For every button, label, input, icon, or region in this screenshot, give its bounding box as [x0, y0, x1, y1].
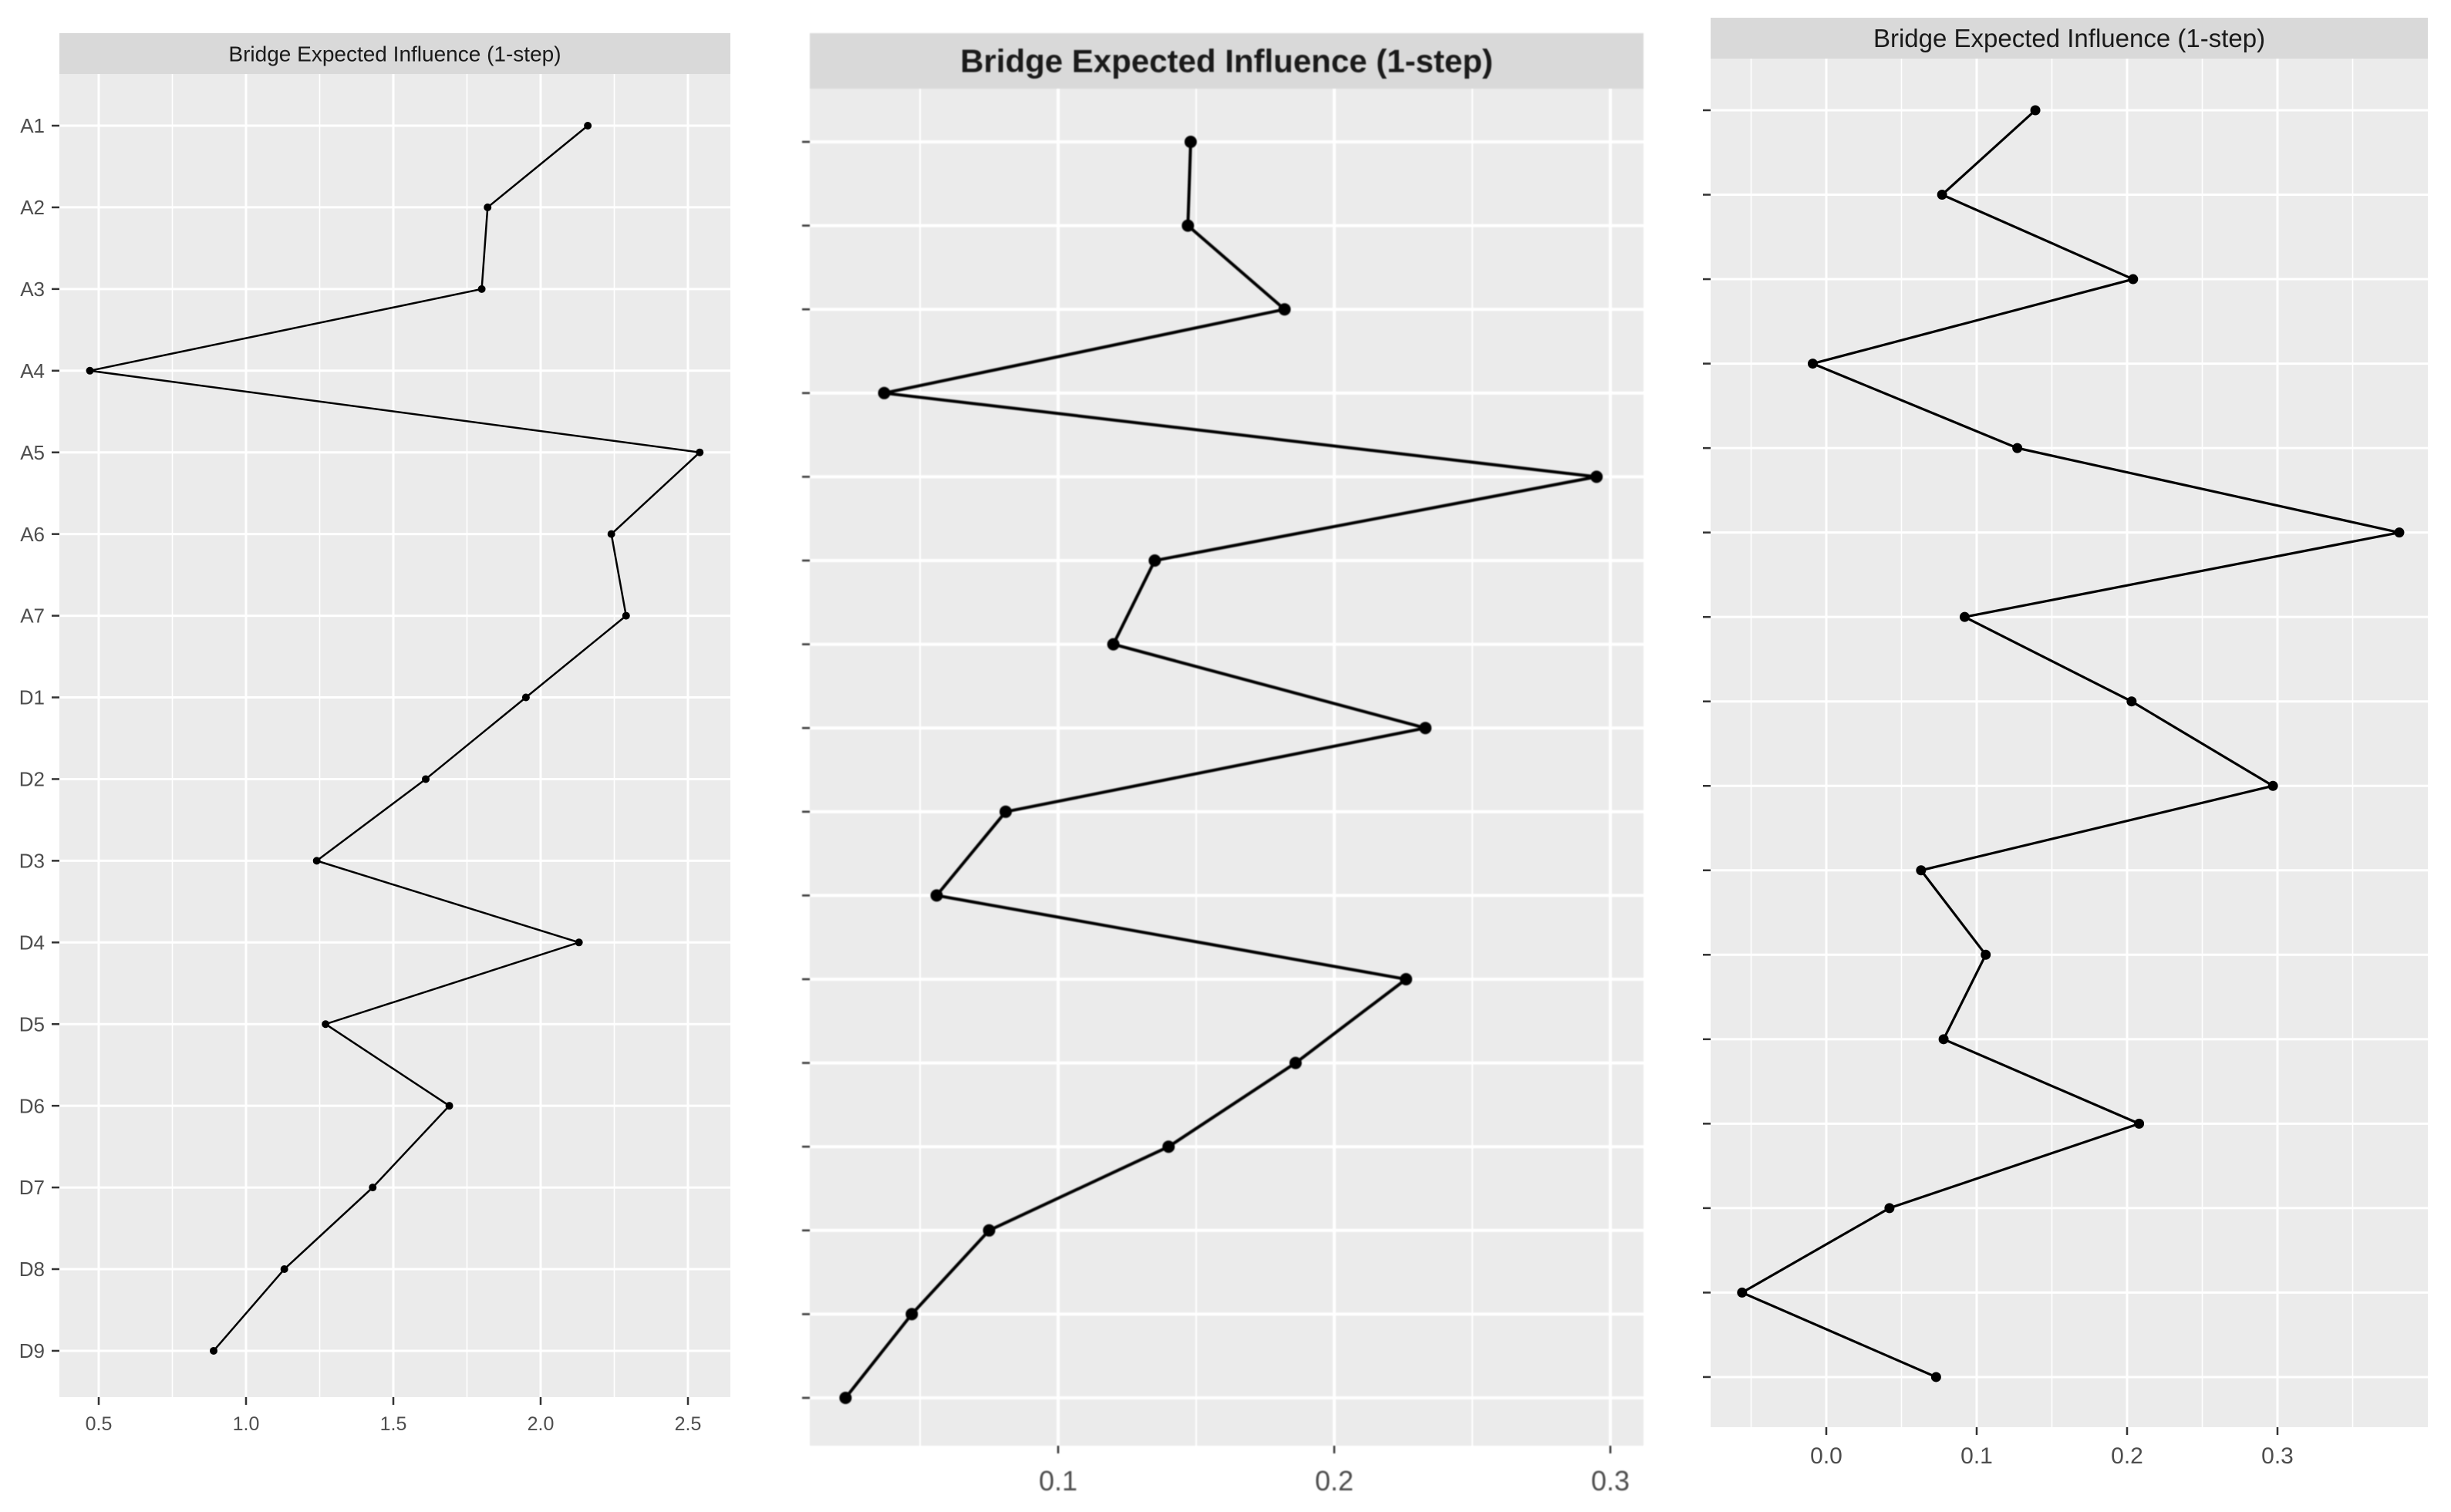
data-point [1981, 949, 1991, 960]
y-axis-label: D4 [19, 931, 45, 954]
plot-area [59, 74, 730, 1397]
data-point [86, 366, 94, 375]
y-axis-label: D7 [19, 1176, 45, 1199]
y-axis-label: A2 [20, 196, 45, 219]
series-line [89, 125, 703, 1352]
data-point [607, 530, 615, 538]
data-point [1107, 638, 1120, 651]
data-point [1162, 1140, 1175, 1153]
data-point [312, 857, 321, 865]
data-point [209, 1346, 217, 1355]
data-point [696, 448, 704, 456]
data-point [584, 122, 592, 130]
data-point [2126, 696, 2137, 707]
data-point [2030, 105, 2041, 116]
panels-root: Bridge Expected Influence (1-step) A1 A2 A3… [19, 18, 2428, 1497]
data-point [575, 938, 583, 947]
y-axis-label: D9 [19, 1339, 45, 1362]
data-point [1182, 219, 1195, 232]
x-axis-label: 0.1 [1039, 1465, 1077, 1497]
y-axis-label: D6 [19, 1094, 45, 1117]
data-point [2128, 274, 2139, 285]
x-axis-label: 1.0 [233, 1413, 260, 1435]
data-point [280, 1265, 288, 1274]
data-point [1400, 973, 1413, 985]
data-point [1148, 554, 1161, 567]
data-point [1289, 1056, 1302, 1069]
data-point [1807, 359, 1818, 369]
panel-right: Bridge Expected Influence (1-step) 0.0 0.1… [1703, 18, 2428, 1469]
series-line [1739, 109, 2400, 1379]
data-point [2267, 780, 2278, 791]
data-point [2394, 527, 2405, 538]
x-axis-label: 2.0 [528, 1413, 555, 1435]
data-point [445, 1102, 453, 1110]
panel-middle: Bridge Expected Influence (1-step) 0.1 0.2… [802, 33, 1644, 1497]
panel-title: Bridge Expected Influence (1-step) [1873, 24, 2265, 52]
data-point [1937, 190, 1947, 200]
data-point [1590, 470, 1603, 483]
data-point [1930, 1372, 1941, 1382]
data-point [369, 1184, 377, 1192]
y-axis-label: A7 [20, 604, 45, 628]
data-point [1884, 1203, 1895, 1214]
x-axis-label: 0.3 [1591, 1465, 1630, 1497]
data-point [1938, 1034, 1949, 1045]
data-point [839, 1392, 852, 1404]
y-axis-label: D1 [19, 686, 45, 709]
data-point [422, 775, 430, 783]
panel-title: Bridge Expected Influence (1-step) [960, 43, 1493, 79]
y-axis-label: A3 [20, 278, 45, 301]
x-axis-label: 0.2 [1315, 1465, 1354, 1497]
y-axis-label: D3 [19, 849, 45, 872]
panel-strip [1711, 18, 2428, 59]
panel-strip [810, 33, 1644, 89]
data-point [1737, 1287, 1748, 1298]
data-point [2012, 443, 2023, 453]
y-axis-label: D8 [19, 1258, 45, 1281]
x-axis-label: 0.5 [86, 1413, 113, 1435]
data-point [1419, 722, 1432, 735]
x-axis-label: 1.5 [380, 1413, 407, 1435]
y-axis-label: D5 [19, 1012, 45, 1036]
data-point [521, 693, 530, 702]
y-axis-label: A6 [20, 523, 45, 546]
y-axis-label: A5 [20, 441, 45, 464]
x-axis-label: 0.1 [1960, 1443, 1993, 1469]
data-point [1959, 611, 1970, 622]
plot-area [1711, 59, 2428, 1427]
data-point [484, 203, 492, 211]
data-point [1916, 865, 1927, 876]
x-axis-label: 2.5 [675, 1413, 702, 1435]
data-point [878, 386, 891, 399]
panel-strip [59, 33, 730, 74]
series-line [844, 141, 1597, 1399]
data-point [983, 1224, 996, 1237]
panel-left: Bridge Expected Influence (1-step) A1 A2 A3… [19, 33, 730, 1435]
data-point [1184, 136, 1197, 148]
data-point [930, 889, 943, 902]
y-axis-label: A4 [20, 359, 45, 382]
y-axis-label: D2 [19, 768, 45, 791]
panel-title: Bridge Expected Influence (1-step) [228, 42, 561, 66]
y-axis-label: A1 [20, 114, 45, 137]
x-axis-label: 0.3 [2261, 1443, 2294, 1469]
data-point [2134, 1118, 2145, 1129]
data-point [1278, 303, 1291, 316]
x-axis-label: 0.0 [1810, 1443, 1842, 1469]
x-axis-label: 0.2 [2111, 1443, 2143, 1469]
data-point [477, 285, 486, 293]
data-point [999, 805, 1012, 818]
data-point [322, 1020, 330, 1029]
data-point [622, 611, 630, 620]
data-point [905, 1308, 919, 1321]
